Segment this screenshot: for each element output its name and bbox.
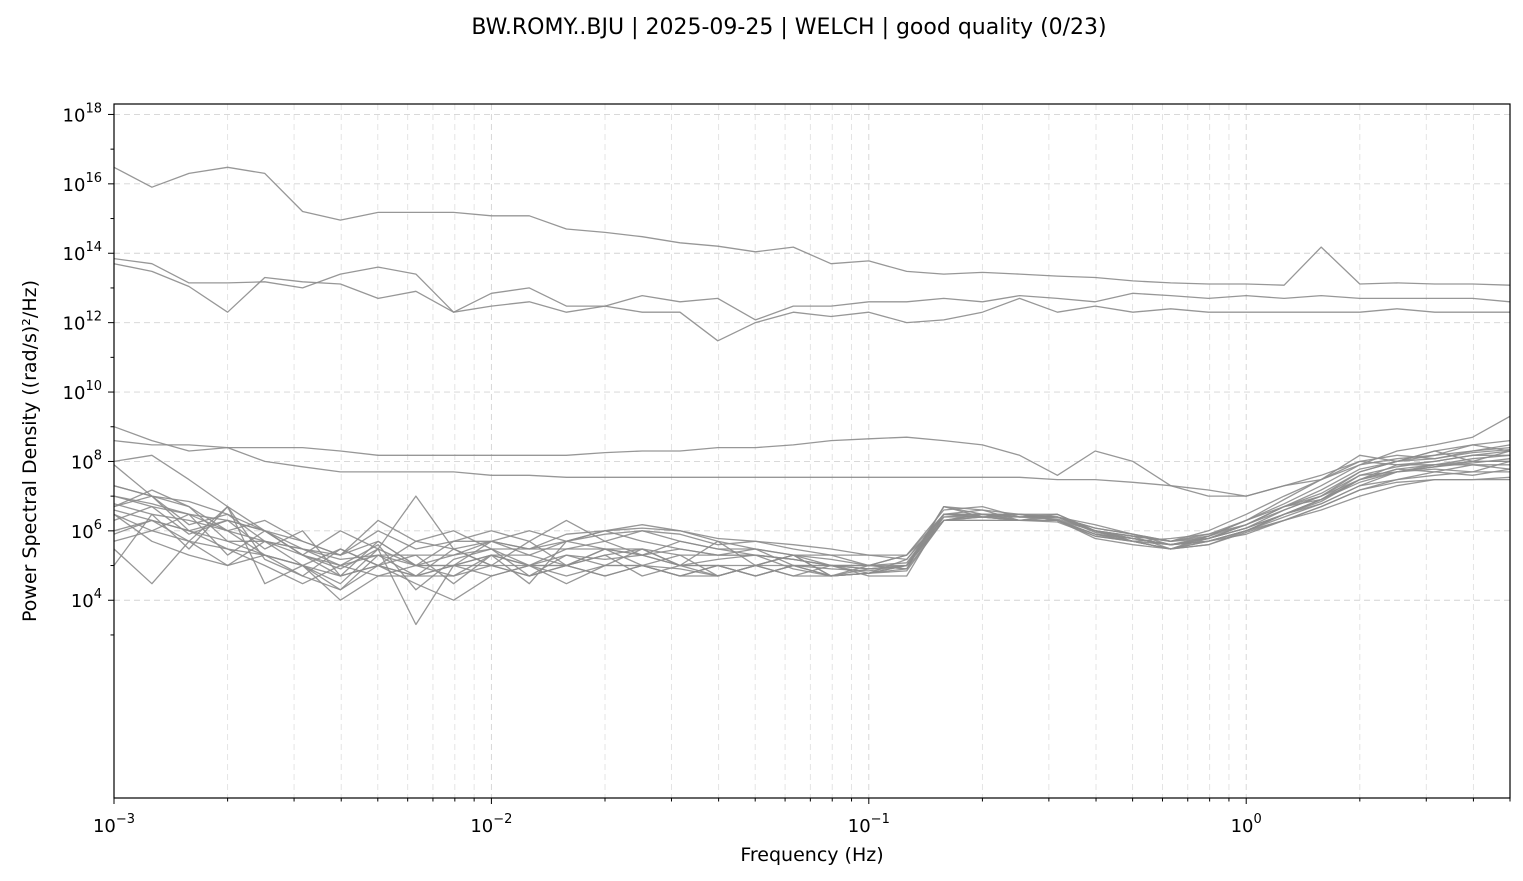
y-tick-label: 1014 xyxy=(63,240,102,265)
x-tick-label: 10−2 xyxy=(470,812,512,837)
y-tick-label: 108 xyxy=(71,448,102,473)
grid-lines xyxy=(113,104,1511,798)
y-axis-label: Power Spectral Density ((rad/s)²/Hz) xyxy=(19,280,41,622)
psd-series-line-7 xyxy=(113,444,1511,591)
plot-frame xyxy=(113,103,1511,799)
y-tick-label: 1016 xyxy=(63,171,102,196)
psd-series-line-5 xyxy=(113,415,1511,497)
psd-series-line-6 xyxy=(113,444,1511,577)
x-tick-label: 10−1 xyxy=(848,812,890,837)
y-tick-label: 1010 xyxy=(63,379,102,404)
psd-series-line-2 xyxy=(113,257,1511,321)
psd-series-line-23 xyxy=(113,458,1511,567)
chart-title: BW.ROMY..BJU | 2025-09-25 | WELCH | good… xyxy=(471,15,1106,40)
psd-series-line-1 xyxy=(113,166,1511,286)
y-tick-label: 106 xyxy=(71,518,102,543)
y-tick-label: 1018 xyxy=(63,101,102,126)
y-tick-label: 104 xyxy=(71,587,102,612)
y-tick-label: 1012 xyxy=(63,310,102,335)
series-lines xyxy=(113,166,1511,626)
psd-series-line-3 xyxy=(113,263,1510,342)
psd-series-line-22 xyxy=(113,476,1511,577)
axis-ticks: 10−3 10−2 10−1 100 104 106 108 1010 1012 1014 1016… xyxy=(63,101,1511,837)
x-axis-label: Frequency (Hz) xyxy=(740,844,883,866)
psd-series-line-19 xyxy=(113,450,1511,577)
x-tick-label: 100 xyxy=(1231,812,1262,837)
x-tick-label: 10−3 xyxy=(93,812,135,837)
